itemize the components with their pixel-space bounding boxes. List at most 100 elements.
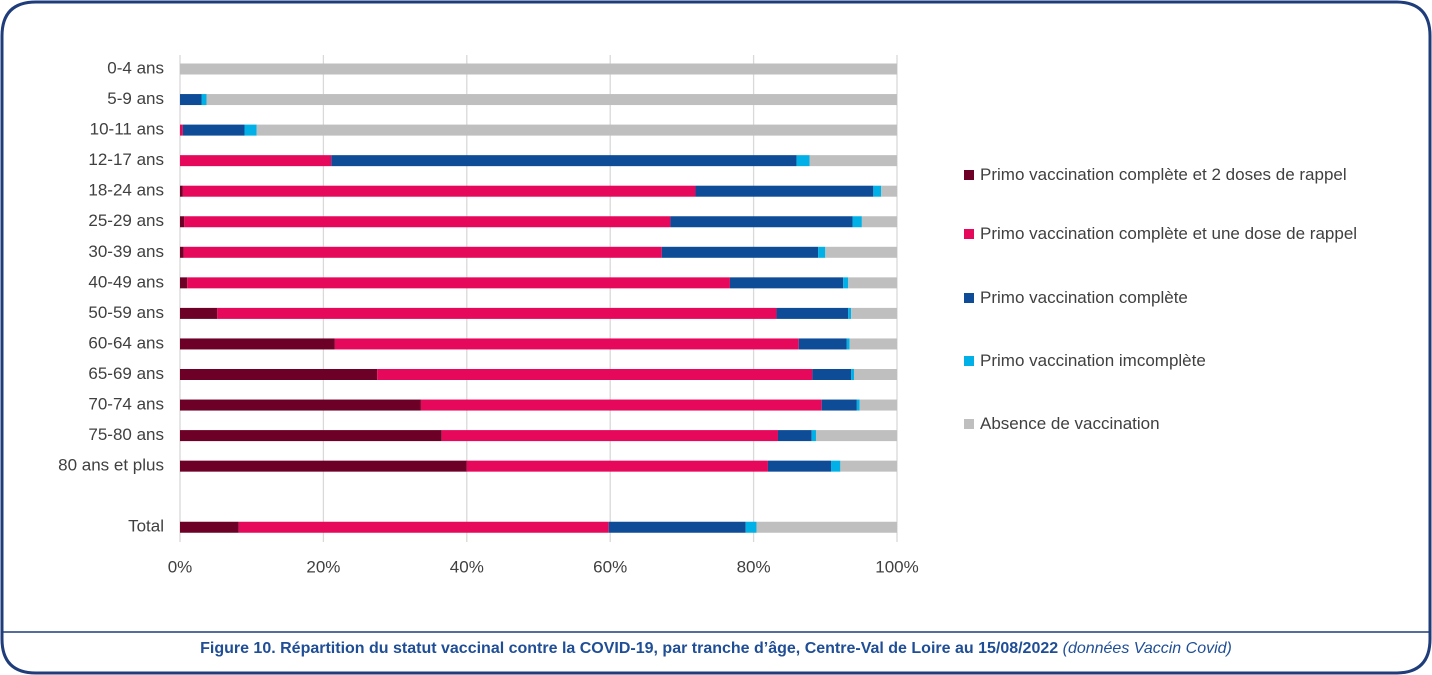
bar-segment — [767, 460, 832, 472]
y-tick-label: 50-59 ans — [88, 303, 164, 322]
y-tick-label: 70-74 ans — [88, 395, 164, 414]
bar-segment — [815, 430, 897, 442]
bar-segment — [796, 155, 810, 167]
bar-segment — [818, 246, 826, 258]
bar-segment — [180, 185, 183, 197]
bar-segment — [182, 185, 696, 197]
bar-segment — [244, 124, 257, 136]
bar-segment — [873, 185, 882, 197]
bar-segment — [180, 369, 378, 380]
bar-segment — [420, 399, 822, 411]
bar-segment — [851, 369, 854, 380]
y-tick-label: 5-9 ans — [107, 89, 164, 108]
bar-segment — [180, 460, 467, 472]
caption-title: Figure 10. Répartition du statut vaccina… — [200, 640, 1059, 657]
bar-segment — [238, 521, 609, 533]
y-tick-label: 40-49 ans — [88, 272, 164, 291]
bar-segment — [466, 460, 768, 472]
y-tick-label: 10-11 ans — [90, 120, 164, 139]
legend-label: Absence de vaccination — [980, 414, 1160, 433]
legend-swatch — [964, 229, 974, 239]
bar-segment — [812, 369, 852, 380]
bar-segment — [180, 246, 184, 258]
bar-segment — [777, 430, 812, 442]
bar-segment — [187, 277, 730, 289]
legend-swatch — [964, 293, 974, 303]
bar-segment — [811, 430, 816, 442]
bar-segment — [848, 277, 897, 289]
legend-label: Primo vaccination complète — [980, 288, 1188, 307]
bar-segment — [183, 246, 662, 258]
bar-segment — [745, 521, 757, 533]
bar-segment — [881, 185, 897, 197]
bar-segment — [256, 124, 897, 136]
bar-segment — [217, 307, 777, 319]
bar-segment — [821, 399, 857, 411]
legend-item: Primo vaccination complète et 2 doses de… — [964, 163, 1394, 187]
bar-segment — [861, 216, 897, 228]
legend-item: Primo vaccination complète et une dose d… — [964, 222, 1394, 246]
bar-segment — [184, 216, 671, 228]
bar-segment — [853, 369, 897, 380]
bar-segment — [180, 521, 239, 533]
legend-swatch — [964, 170, 974, 180]
bar-segment — [180, 155, 332, 167]
bar-segment — [331, 155, 797, 167]
legend-item: Primo vaccination complète — [964, 286, 1394, 310]
y-tick-label: 18-24 ans — [88, 181, 164, 200]
bar-segment — [180, 277, 188, 289]
bar-segment — [206, 94, 898, 106]
legend-swatch — [964, 356, 974, 366]
caption-source: (données Vaccin Covid) — [1062, 640, 1232, 657]
bar-segment — [851, 307, 897, 319]
y-tick-label: 0-4 ans — [107, 58, 164, 77]
legend-label: Primo vaccination complète et une dose d… — [980, 224, 1358, 243]
bar-segment — [180, 338, 335, 350]
bar-segment — [859, 399, 897, 411]
bar-segment — [180, 307, 218, 319]
bar-segment — [180, 399, 421, 411]
y-tick-label: 30-39 ans — [88, 242, 164, 261]
bar-segment — [180, 216, 185, 228]
caption: Figure 10. Répartition du statut vaccina… — [0, 640, 1432, 658]
bar-segment — [729, 277, 844, 289]
x-tick-label: 20% — [306, 557, 340, 576]
x-tick-label: 40% — [450, 557, 484, 576]
x-tick-label: 80% — [737, 557, 771, 576]
bar-segment — [182, 124, 245, 136]
bar-segment — [776, 307, 849, 319]
bar-segment — [334, 338, 799, 350]
bar-segment — [825, 246, 897, 258]
y-tick-label: 65-69 ans — [88, 364, 164, 383]
bar-segment — [798, 338, 847, 350]
bar-segment — [756, 521, 897, 533]
x-tick-label: 60% — [593, 557, 627, 576]
bar-segment — [377, 369, 813, 380]
bar-segment — [180, 430, 442, 442]
legend-item: Primo vaccination imcomplète — [964, 349, 1394, 373]
bar-segment — [441, 430, 778, 442]
bar-segment — [695, 185, 874, 197]
bar-segment — [608, 521, 746, 533]
bar-segment — [661, 246, 819, 258]
y-tick-label: Total — [128, 517, 164, 536]
x-tick-label: 0% — [168, 557, 193, 576]
legend-swatch — [964, 419, 974, 429]
y-tick-label: 80 ans et plus — [58, 456, 164, 475]
y-tick-label: 75-80 ans — [88, 425, 164, 444]
y-tick-label: 60-64 ans — [88, 333, 164, 352]
bar-segment — [180, 94, 202, 106]
bar-segment — [831, 460, 841, 472]
legend-label: Primo vaccination complète et 2 doses de… — [980, 165, 1347, 184]
bar-segment — [670, 216, 853, 228]
bar-segment — [201, 94, 207, 106]
bar-segment — [843, 277, 849, 289]
bar-segment — [852, 216, 862, 228]
bar-segment — [180, 63, 897, 75]
y-tick-label: 25-29 ans — [88, 211, 164, 230]
bar-segment — [856, 399, 860, 411]
bar-segment — [840, 460, 897, 472]
bar-segment — [180, 124, 183, 136]
